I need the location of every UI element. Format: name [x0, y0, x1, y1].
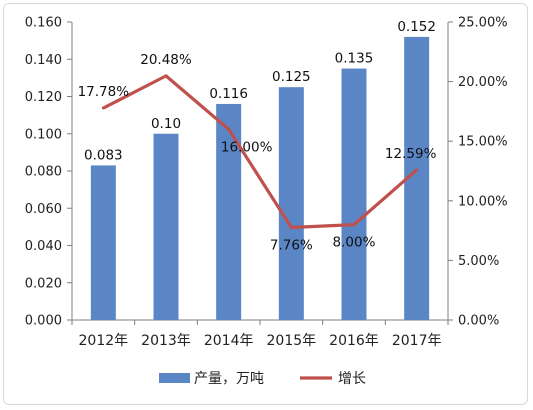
left-axis-tick-label: 0.020: [25, 276, 62, 291]
growth-point: [289, 226, 293, 230]
bar: [90, 165, 116, 320]
bar: [278, 87, 304, 320]
line-data-label: 20.48%: [140, 52, 192, 68]
bar: [153, 133, 179, 320]
growth-point: [415, 168, 419, 172]
line-data-label: 12.59%: [385, 146, 437, 162]
legend-line-label: 增长: [338, 371, 366, 387]
legend-bar-swatch: [159, 373, 190, 383]
chart-frame: [3, 3, 528, 405]
x-axis-category-label: 2013年: [141, 333, 191, 349]
legend-bar-label: 产量，万吨: [194, 371, 264, 387]
line-data-label: 8.00%: [333, 235, 376, 251]
bar-data-label: 0.135: [335, 51, 374, 67]
bar-data-label: 0.083: [84, 147, 123, 163]
right-axis-tick-label: 5.00%: [458, 254, 499, 269]
left-axis-tick-label: 0.140: [25, 53, 62, 68]
left-axis-tick-label: 0.080: [25, 165, 62, 180]
left-axis-tick-label: 0.100: [25, 127, 62, 142]
left-axis-tick-label: 0.120: [25, 90, 62, 105]
x-axis-category-label: 2014年: [204, 333, 254, 349]
x-axis-category-label: 2016年: [329, 333, 379, 349]
growth-point: [352, 223, 356, 227]
bar-data-label: 0.125: [272, 69, 311, 85]
right-axis-tick-label: 10.00%: [458, 194, 508, 209]
line-data-label: 7.76%: [270, 238, 313, 254]
x-axis-category-label: 2012年: [79, 333, 129, 349]
bar-data-label: 0.116: [209, 86, 248, 102]
left-axis-tick-label: 0.060: [25, 202, 62, 217]
x-axis-category-label: 2015年: [267, 333, 317, 349]
growth-point: [101, 106, 105, 110]
growth-point: [227, 127, 231, 131]
growth-line: [102, 74, 418, 230]
growth-point: [164, 74, 168, 78]
bar: [341, 68, 367, 320]
right-axis-tick-label: 20.00%: [458, 75, 508, 90]
left-axis-tick-label: 0.000: [25, 314, 62, 329]
bar-data-label: 0.152: [397, 19, 436, 35]
line-data-label: 17.78%: [78, 84, 130, 100]
right-axis-tick-label: 25.00%: [458, 16, 508, 31]
x-axis-category-label: 2017年: [392, 333, 442, 349]
right-axis-tick-label: 0.00%: [458, 314, 499, 329]
bar-data-label: 0.10: [151, 116, 181, 132]
right-axis-tick-label: 15.00%: [458, 135, 508, 150]
left-axis-tick-label: 0.160: [25, 16, 62, 31]
bar: [216, 103, 242, 320]
line-data-label: 16.00%: [221, 139, 273, 155]
left-axis-tick-label: 0.040: [25, 239, 62, 254]
